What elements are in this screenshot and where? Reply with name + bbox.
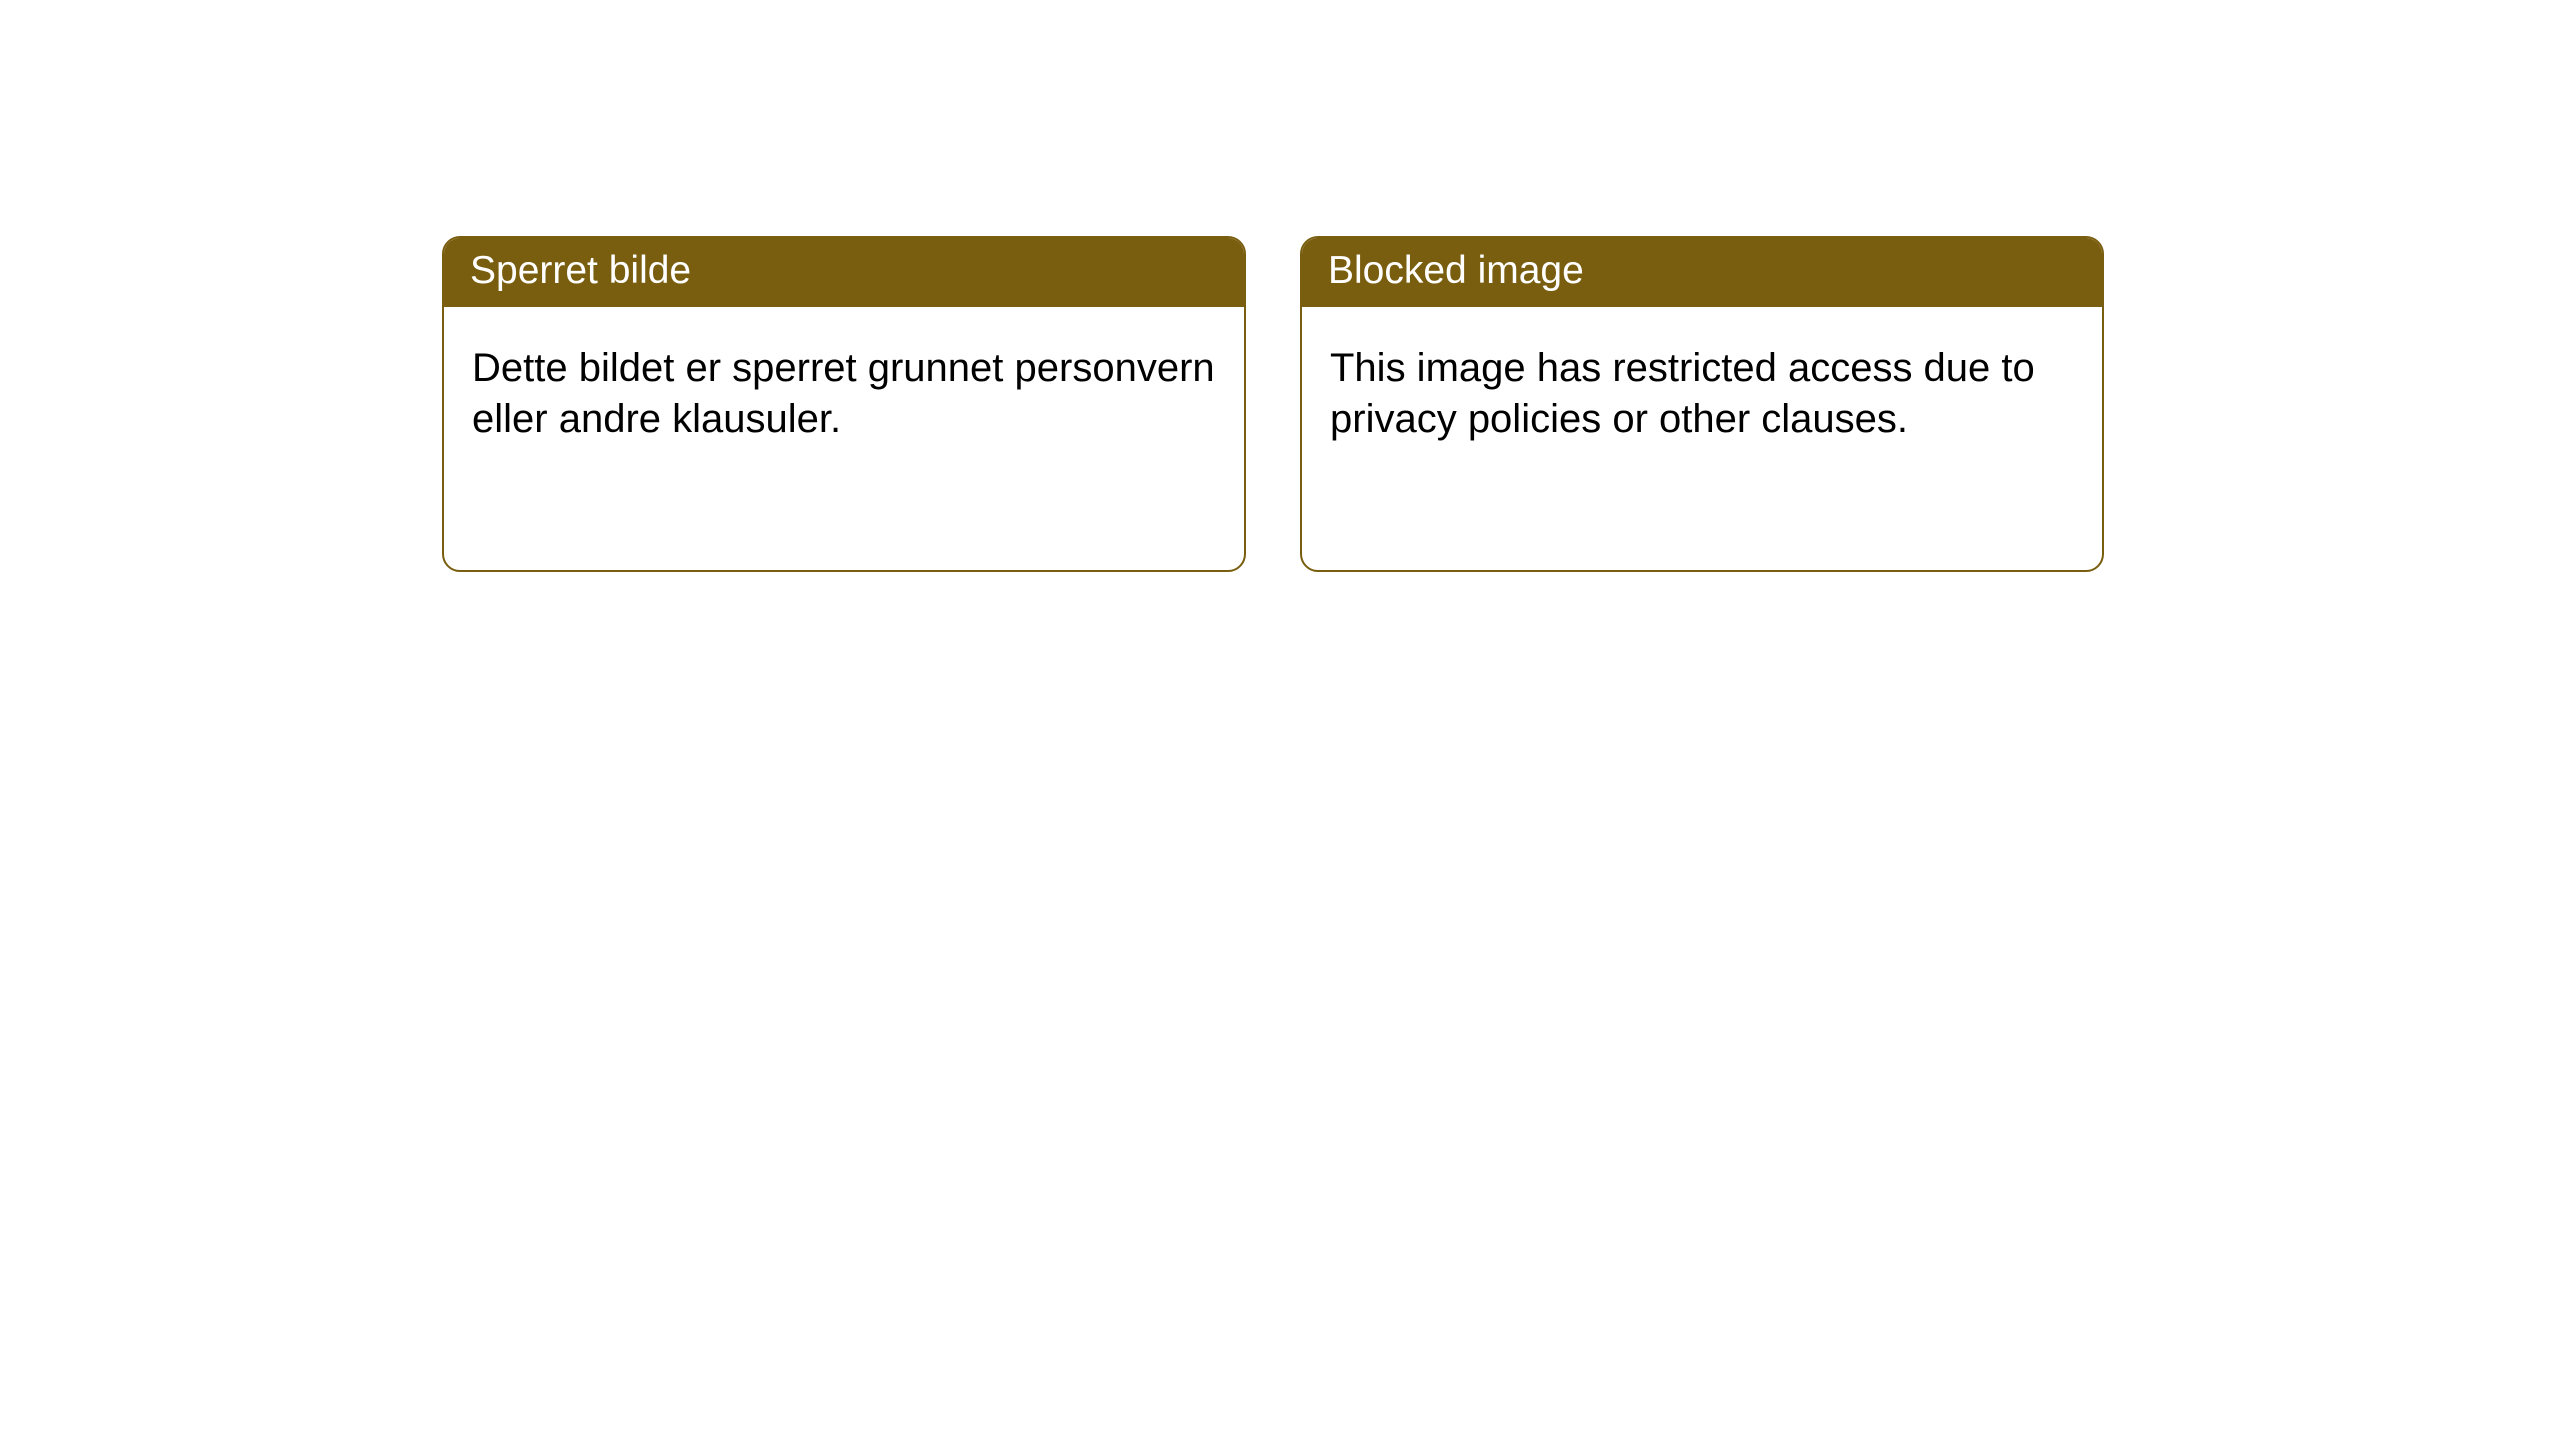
notice-container: Sperret bilde Dette bildet er sperret gr… bbox=[0, 0, 2560, 572]
notice-box-english: Blocked image This image has restricted … bbox=[1300, 236, 2104, 572]
notice-body: This image has restricted access due to … bbox=[1302, 307, 2102, 473]
notice-header: Blocked image bbox=[1302, 238, 2102, 307]
notice-header: Sperret bilde bbox=[444, 238, 1244, 307]
notice-box-norwegian: Sperret bilde Dette bildet er sperret gr… bbox=[442, 236, 1246, 572]
notice-body: Dette bildet er sperret grunnet personve… bbox=[444, 307, 1244, 473]
